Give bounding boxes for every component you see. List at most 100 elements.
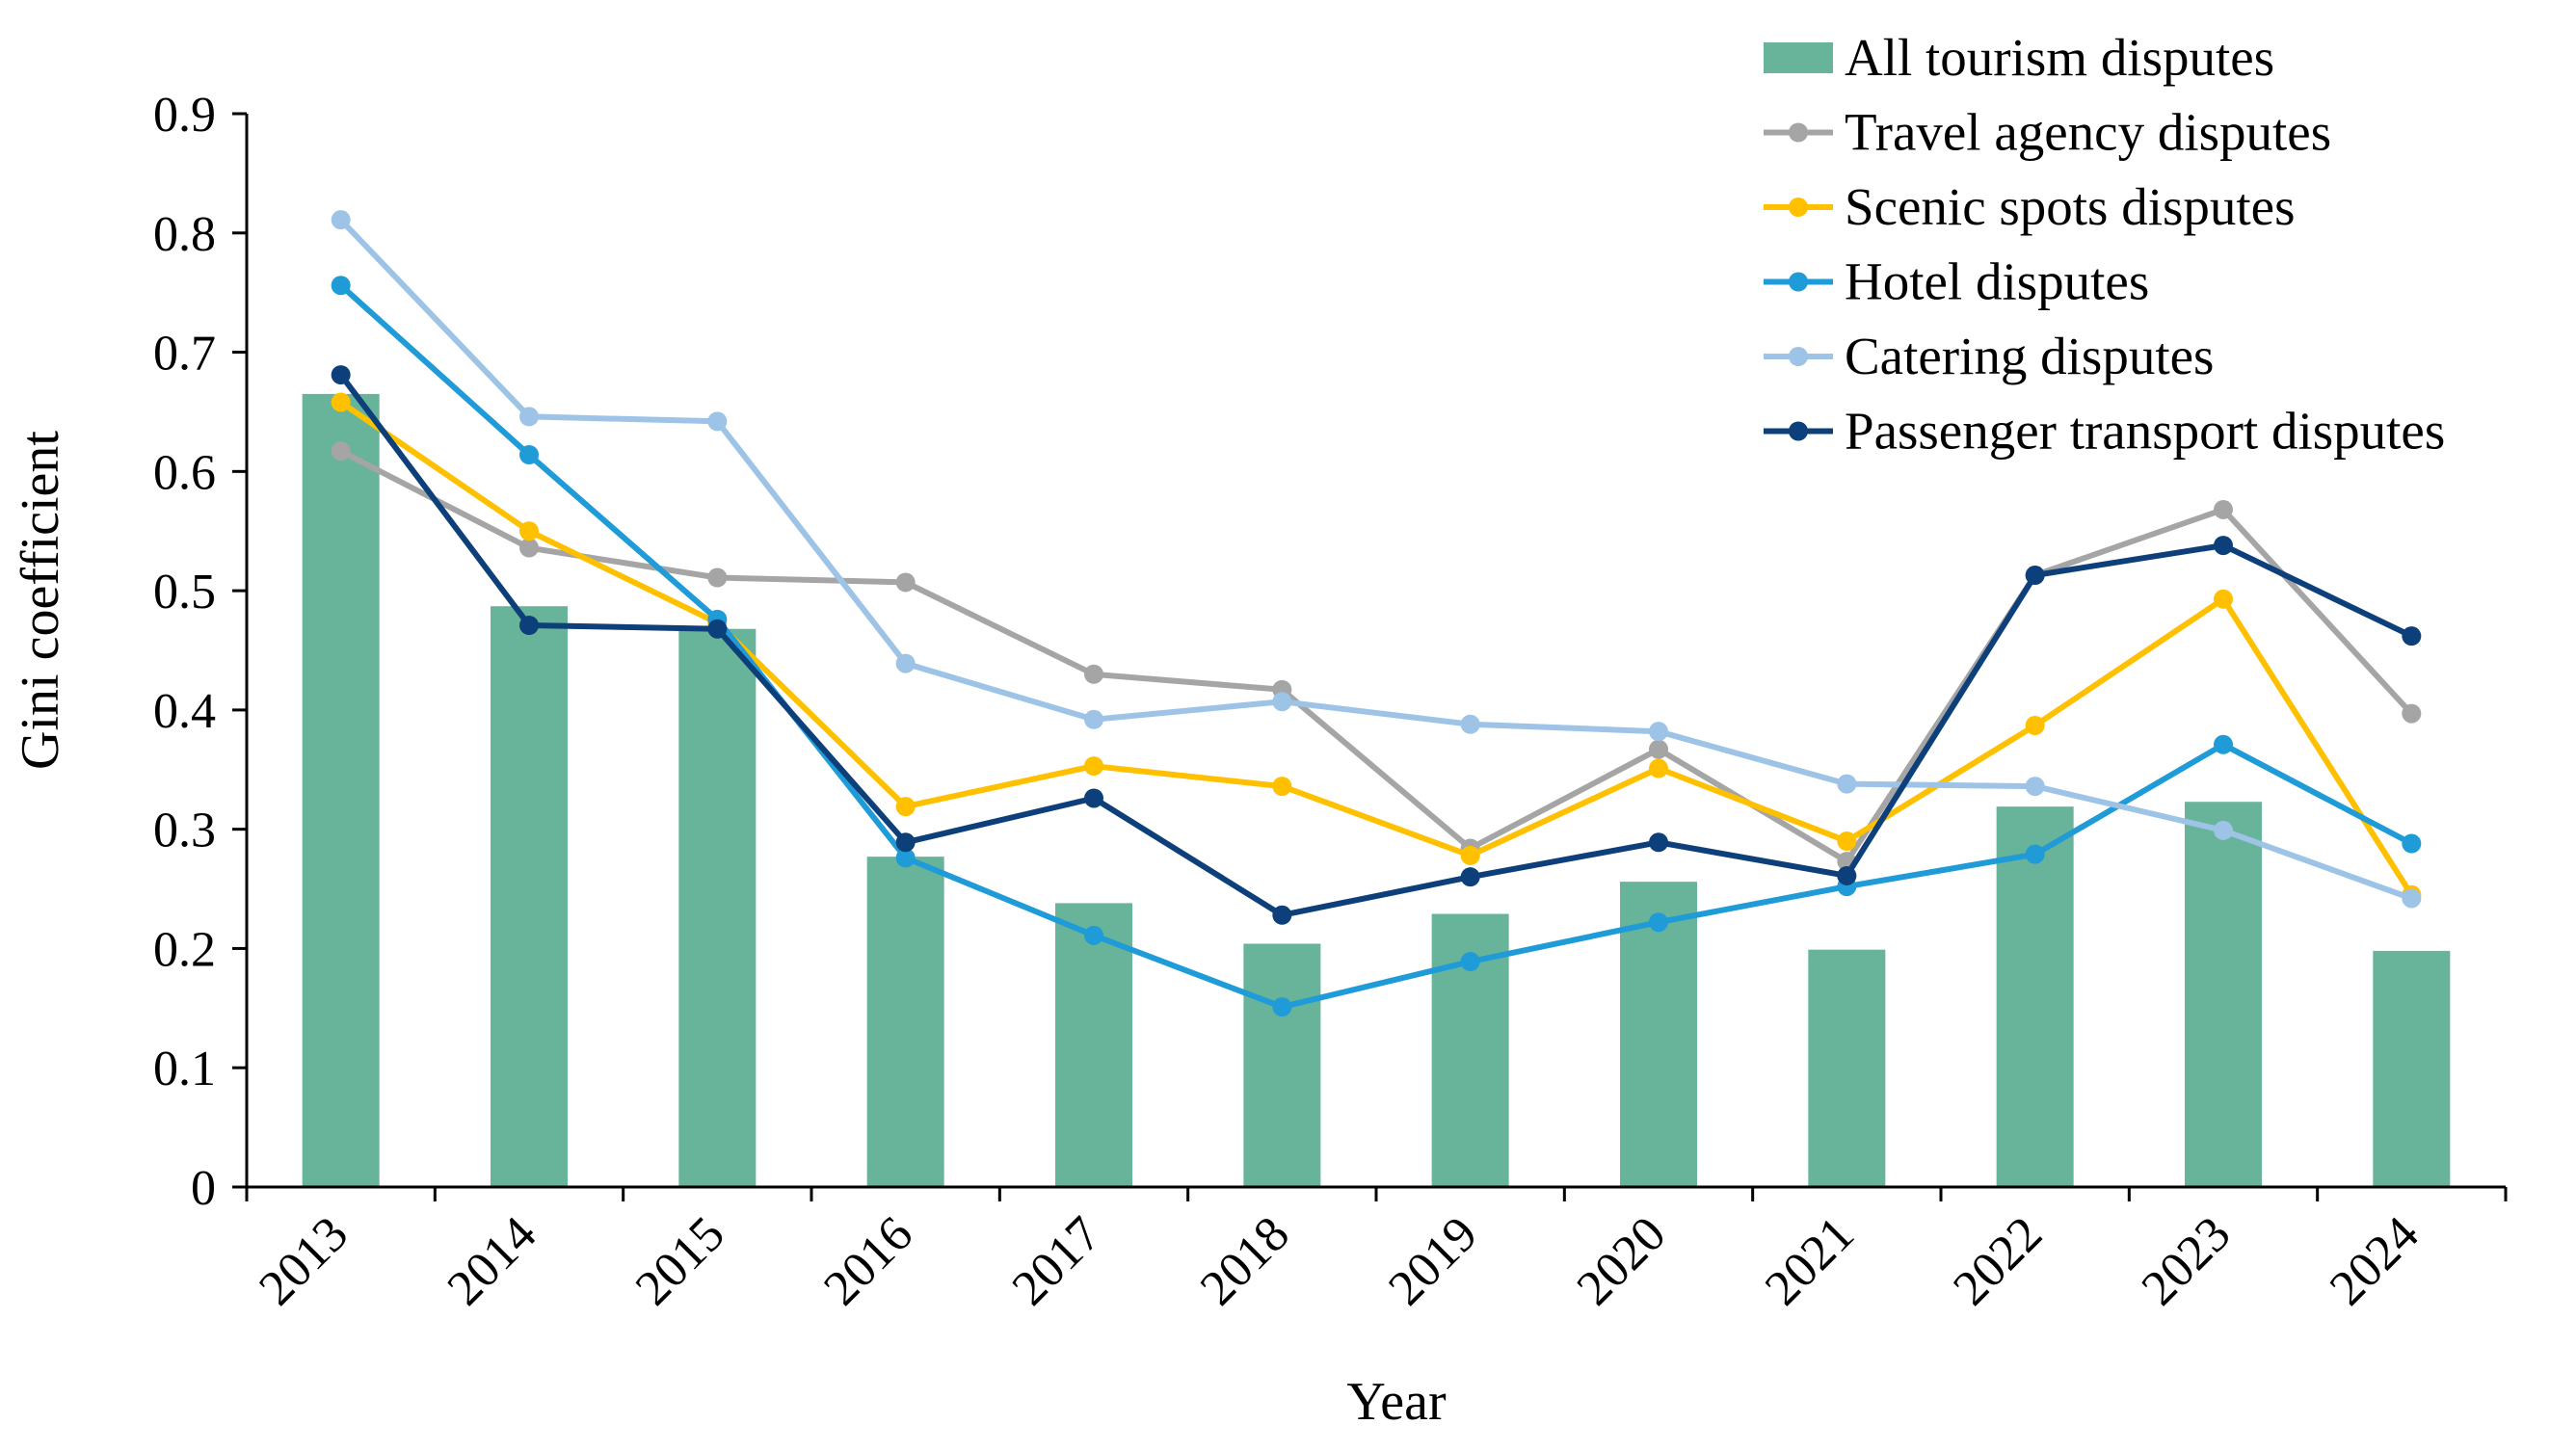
data-point-2013 [331, 365, 351, 385]
y-tick-label: 0.1 [153, 1042, 216, 1096]
legend-marker [1789, 198, 1808, 217]
series-scenic-spots-disputes [331, 392, 2422, 905]
data-point-2023 [2214, 589, 2233, 609]
legend-label: Scenic spots disputes [1845, 177, 2295, 236]
legend-marker [1789, 421, 1808, 441]
bar-all-tourism-2022 [1996, 806, 2074, 1187]
y-ticks: 0 0.1 0.2 0.3 0.4 0.5 0.6 0.7 0.8 0.9 [153, 88, 247, 1216]
data-point-2019 [1460, 867, 1480, 887]
data-point-2017 [1084, 788, 1103, 808]
data-point-2013 [331, 441, 351, 462]
x-axis-title: Year [1346, 1372, 1447, 1432]
data-point-2013 [331, 276, 351, 296]
data-point-2022 [2025, 715, 2045, 735]
y-tick-label: 0 [191, 1161, 216, 1216]
data-point-2021 [1837, 831, 1857, 852]
data-point-2021 [1837, 865, 1857, 885]
data-point-2013 [331, 210, 351, 230]
x-tick-label: 2016 [813, 1206, 923, 1316]
axes-layer [245, 114, 2506, 1189]
data-point-2020 [1649, 758, 1668, 778]
bar-all-tourism-2024 [2373, 950, 2451, 1187]
legend-item: Scenic spots disputes [1764, 177, 2295, 236]
data-point-2020 [1649, 832, 1668, 853]
x-tick-label: 2018 [1190, 1206, 1300, 1316]
x-tick-label: 2014 [438, 1206, 547, 1316]
data-point-2014 [519, 445, 539, 465]
data-point-2022 [2025, 844, 2045, 864]
legend-label: Hotel disputes [1845, 252, 2149, 311]
bar-all-tourism-2017 [1055, 903, 1132, 1187]
data-point-2020 [1649, 739, 1668, 759]
y-tick-label: 0.8 [153, 207, 216, 262]
data-point-2022 [2025, 777, 2045, 797]
legend-item: Passenger transport disputes [1764, 402, 2445, 461]
legend: All tourism disputes Travel agency disput… [1764, 28, 2445, 461]
data-point-2014 [519, 521, 539, 541]
bar-all-tourism-2018 [1243, 943, 1321, 1187]
data-point-2015 [707, 411, 728, 432]
data-point-2019 [1460, 714, 1480, 734]
bar-all-tourism-2013 [302, 393, 380, 1187]
series-line [337, 399, 2415, 898]
x-tick-label: 2015 [625, 1206, 735, 1316]
legend-label: Passenger transport disputes [1845, 402, 2445, 461]
legend-marker [1789, 272, 1808, 292]
data-point-2022 [2025, 566, 2045, 586]
data-point-2018 [1272, 997, 1292, 1017]
y-tick-label: 0.7 [153, 327, 216, 382]
data-point-2015 [707, 567, 728, 588]
legend-marker [1789, 122, 1808, 143]
series-travel-agency-disputes [331, 441, 2422, 872]
data-point-2023 [2214, 820, 2233, 840]
y-tick-label: 0.5 [153, 565, 216, 620]
series-hotel-disputes [331, 276, 2422, 1017]
data-point-2021 [1837, 774, 1857, 794]
data-point-2024 [2402, 703, 2422, 724]
x-tick-label: 2022 [1943, 1206, 2053, 1316]
legend-item: Catering disputes [1764, 327, 2214, 385]
legend-label: Travel agency disputes [1845, 103, 2331, 162]
y-axis-title: Gini coefficient [11, 431, 70, 770]
data-point-2016 [895, 797, 916, 817]
y-tick-label: 0.2 [153, 922, 216, 977]
legend-swatch [1764, 42, 1833, 73]
legend-item: Hotel disputes [1764, 252, 2149, 311]
data-point-2020 [1649, 722, 1668, 742]
x-tick-label: 2024 [2320, 1206, 2430, 1316]
data-point-2019 [1460, 845, 1480, 865]
data-point-2023 [2214, 499, 2233, 519]
x-tick-label: 2023 [2132, 1206, 2242, 1316]
series-line [337, 217, 2415, 902]
data-point-2016 [895, 653, 916, 673]
x-tick-label: 2019 [1378, 1206, 1488, 1316]
data-point-2017 [1084, 925, 1103, 945]
y-tick-label: 0.4 [153, 684, 216, 739]
series-line [337, 282, 2415, 1011]
data-point-2014 [519, 407, 539, 427]
series-passenger-transport-disputes [331, 365, 2422, 925]
data-point-2014 [519, 616, 539, 636]
x-tick-label: 2017 [1002, 1206, 1112, 1316]
x-tick-label: 2021 [1755, 1206, 1865, 1316]
legend-label: Catering disputes [1845, 327, 2214, 385]
data-point-2018 [1272, 905, 1292, 925]
data-point-2024 [2402, 833, 2422, 854]
legend-item: All tourism disputes [1764, 28, 2274, 87]
lines-layer [331, 210, 2422, 1017]
y-tick-label: 0.6 [153, 445, 216, 500]
x-ticks: 2013 2014 2015 2016 2017 2018 2019 2020 2021 2022… [245, 1187, 2508, 1316]
bar-all-tourism-2015 [678, 628, 757, 1187]
data-point-2019 [1460, 952, 1480, 972]
data-point-2018 [1272, 777, 1292, 797]
bar-all-tourism-2023 [2185, 802, 2262, 1187]
data-point-2014 [519, 538, 539, 558]
bar-all-tourism-2021 [1808, 949, 1886, 1187]
data-point-2023 [2214, 536, 2233, 556]
legend-item: Travel agency disputes [1764, 103, 2331, 162]
x-tick-label: 2020 [1567, 1206, 1677, 1316]
data-point-2017 [1084, 709, 1103, 729]
series-line [337, 448, 2415, 865]
data-point-2015 [707, 619, 728, 639]
